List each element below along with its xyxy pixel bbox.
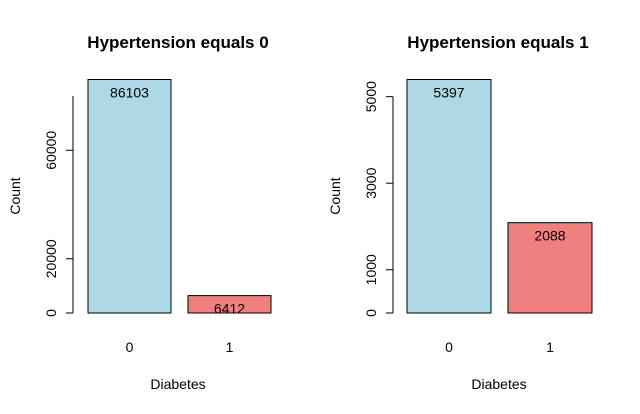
chart-1-y-tick-label-60000: 60000	[43, 131, 59, 170]
chart-2-y-tick-label-3000: 3000	[363, 167, 379, 198]
chart-2-x-tick-1: 1	[546, 339, 554, 355]
chart-2-bar-1	[507, 222, 593, 314]
chart-2-y-tick-label-0: 0	[363, 309, 379, 317]
chart-2-data-label-0: 5397	[433, 85, 464, 101]
chart-2-x-tick-0: 0	[445, 339, 453, 355]
chart-1-x-axis-label: Diabetes	[150, 376, 205, 392]
chart-1-bar-0	[87, 79, 172, 314]
chart-2-y-axis-label: Count	[327, 177, 343, 214]
chart-1-x-tick-1: 1	[226, 339, 234, 355]
chart-1-data-label-1: 6412	[214, 301, 245, 317]
chart-1-y-axis-label: Count	[7, 177, 23, 214]
chart-2-bar-0	[406, 79, 492, 314]
chart-1-y-tick-label-20000: 20000	[43, 239, 59, 278]
chart-2-x-axis-label: Diabetes	[471, 376, 526, 392]
chart-1-x-tick-0: 0	[126, 339, 134, 355]
chart-1-data-label-0: 86103	[110, 85, 149, 101]
chart-2-y-tick-label-1000: 1000	[363, 254, 379, 285]
chart-2-data-label-1: 2088	[534, 228, 565, 244]
chart-1-bar-1	[187, 295, 272, 314]
chart-1-title: Hypertension equals 0	[87, 33, 268, 52]
chart-1-y-tick-label-0: 0	[43, 309, 59, 317]
chart-2-title: Hypertension equals 1	[407, 33, 588, 52]
chart-2-y-tick-label-5000: 5000	[363, 81, 379, 112]
